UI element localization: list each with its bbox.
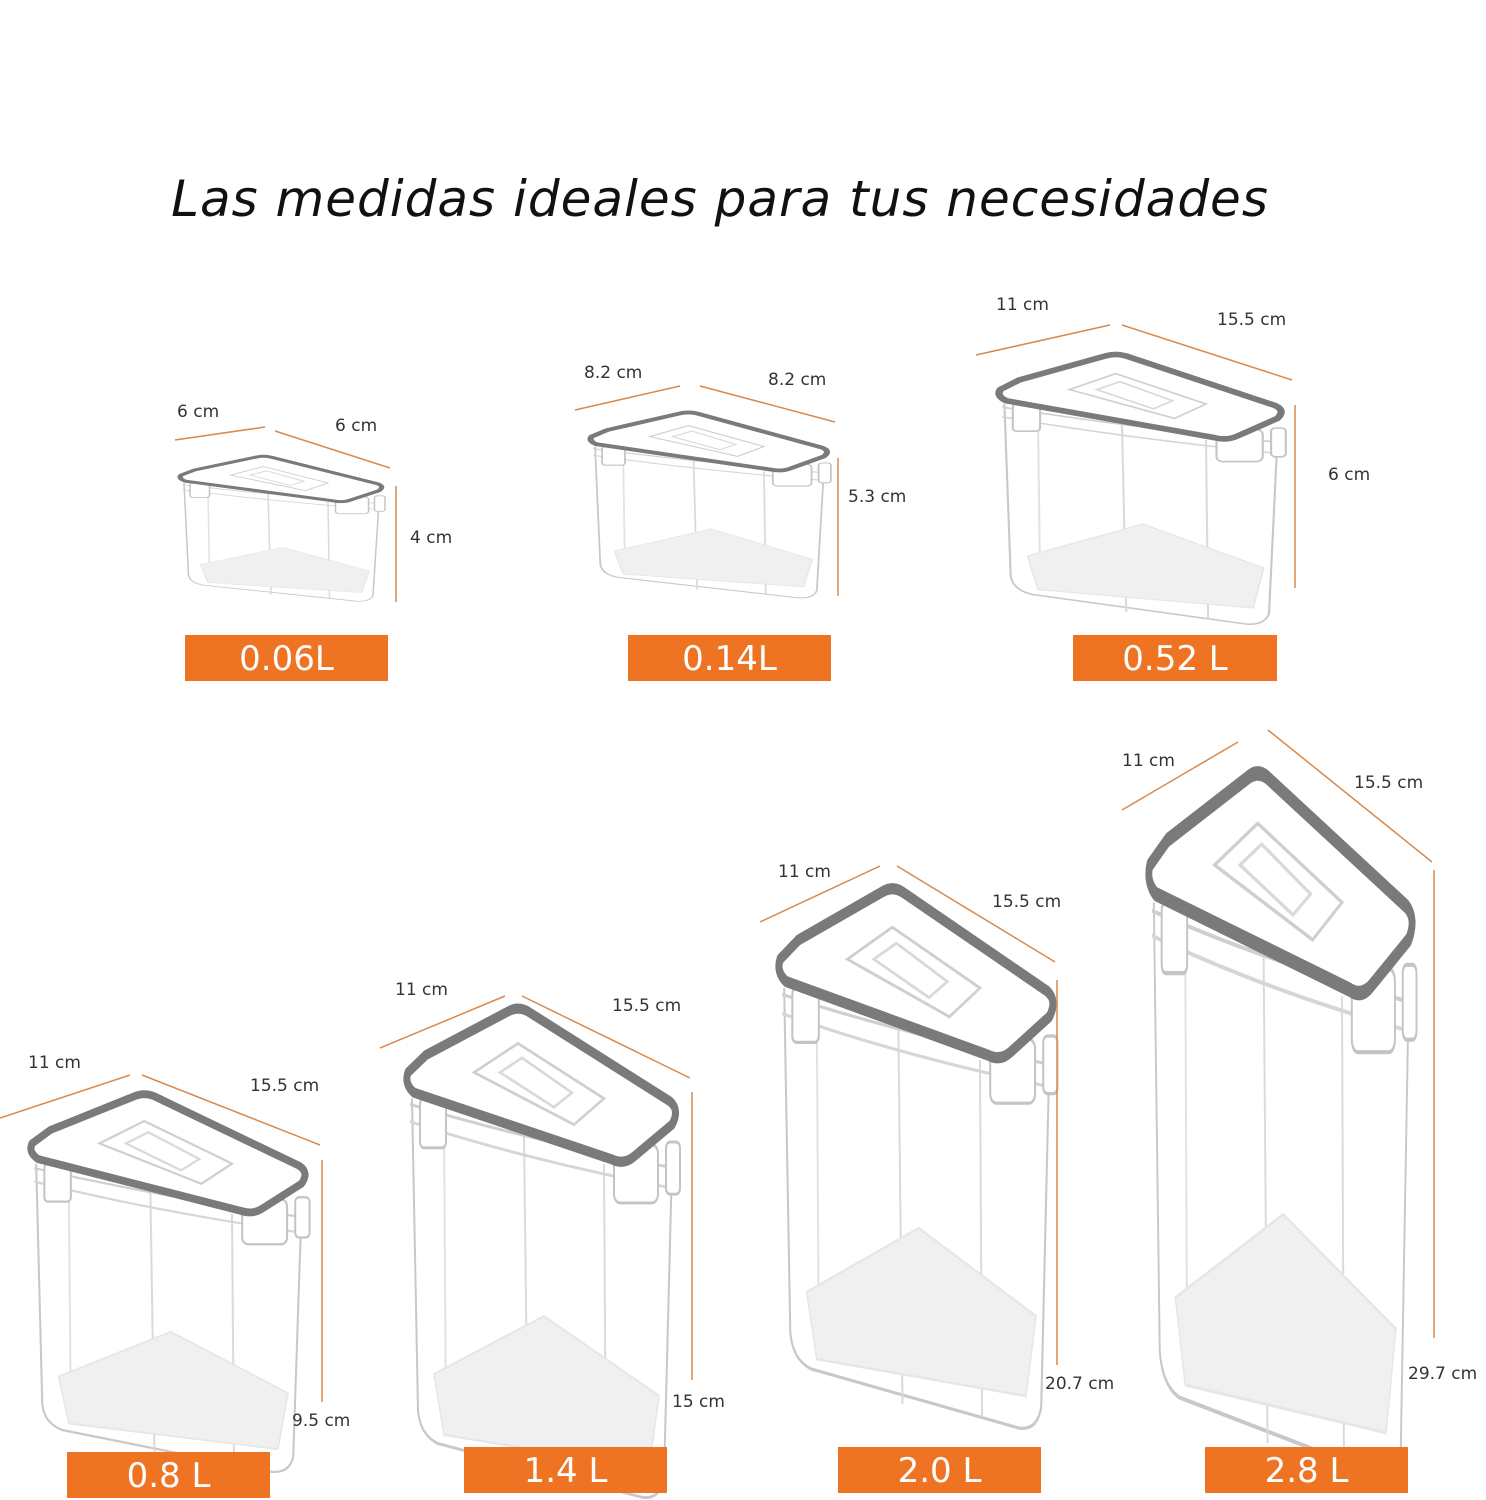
dimension-lines-1-4l <box>379 995 693 1380</box>
depth-label-0-06l: 6 cm <box>335 416 378 436</box>
volume-badge-0-52l: 0.52 L <box>1073 635 1277 681</box>
volume-badge-0-06l: 0.06L <box>185 635 388 681</box>
depth-label-2-0l: 15.5 cm <box>992 892 1062 912</box>
width-label-0-8l: 11 cm <box>28 1053 81 1073</box>
container-0-52l <box>999 354 1286 624</box>
dimension-lines-0-14l <box>574 385 839 596</box>
dimension-lines-0-8l <box>0 1074 323 1402</box>
width-label-2-8l: 11 cm <box>1122 751 1175 771</box>
depth-label-0-14l: 8.2 cm <box>768 370 827 390</box>
height-label-2-8l: 29.7 cm <box>1408 1364 1478 1384</box>
volume-badge-2-0l: 2.0 L <box>838 1447 1041 1493</box>
volume-badge-1-4l: 1.4 L <box>464 1447 667 1493</box>
height-label-0-8l: 9.5 cm <box>292 1411 351 1431</box>
depth-label-2-8l: 15.5 cm <box>1354 773 1424 793</box>
container-1-4l <box>407 1009 680 1498</box>
depth-label-0-8l: 15.5 cm <box>250 1076 320 1096</box>
width-label-0-52l: 11 cm <box>996 295 1049 315</box>
volume-badge-0-14l: 0.14L <box>628 635 831 681</box>
dimension-lines-2-0l <box>759 865 1058 1365</box>
volume-badge-0-8l: 0.8 L <box>67 1452 270 1498</box>
page-title: Las medidas ideales para tus necesidades <box>171 170 1269 228</box>
dimension-lines-2-8l <box>1121 729 1435 1338</box>
container-2-8l <box>1149 773 1417 1474</box>
height-label-1-4l: 15 cm <box>672 1392 725 1412</box>
container-2-0l <box>779 889 1058 1429</box>
container-0-8l <box>31 1094 310 1472</box>
height-label-0-06l: 4 cm <box>410 528 453 548</box>
height-label-0-52l: 6 cm <box>1328 465 1371 485</box>
depth-label-0-52l: 15.5 cm <box>1217 310 1287 330</box>
dimension-lines-0-06l <box>174 426 397 602</box>
width-label-1-4l: 11 cm <box>395 980 448 1000</box>
width-label-0-06l: 6 cm <box>177 402 220 422</box>
volume-badge-2-8l: 2.8 L <box>1205 1447 1408 1493</box>
dimension-lines-0-52l <box>975 324 1296 588</box>
width-label-2-0l: 11 cm <box>778 862 831 882</box>
depth-label-1-4l: 15.5 cm <box>612 996 682 1016</box>
width-label-0-14l: 8.2 cm <box>584 363 643 383</box>
container-0-06l <box>180 456 385 601</box>
container-0-14l <box>591 412 831 597</box>
height-label-0-14l: 5.3 cm <box>848 487 907 507</box>
height-label-2-0l: 20.7 cm <box>1045 1374 1115 1394</box>
